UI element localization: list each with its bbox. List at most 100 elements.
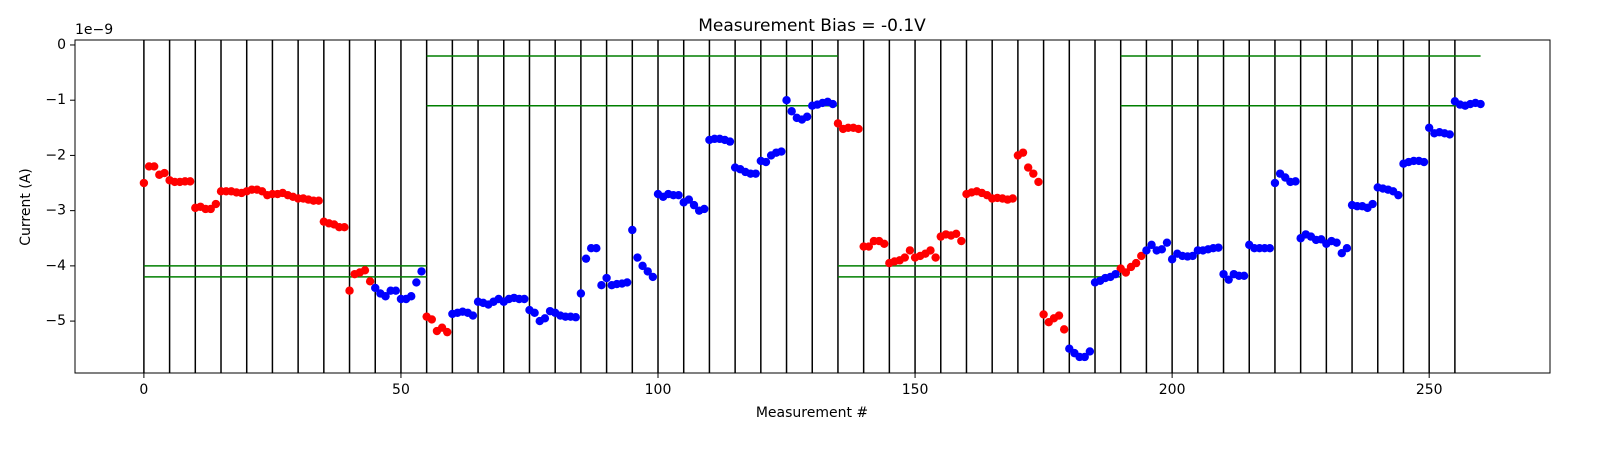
data-point xyxy=(417,267,426,276)
data-point xyxy=(1419,157,1429,167)
data-point xyxy=(365,277,375,286)
data-point xyxy=(1142,246,1151,255)
data-point xyxy=(900,253,909,262)
data-point xyxy=(345,286,354,295)
data-point xyxy=(211,199,221,209)
data-point xyxy=(1008,194,1017,203)
data-point xyxy=(1034,177,1043,187)
chart-title: Measurement Bias = -0.1V xyxy=(698,16,926,36)
y-axis-label: Current (A) xyxy=(18,168,34,246)
data-point xyxy=(443,327,452,337)
data-point xyxy=(1162,238,1172,247)
data-point xyxy=(725,137,735,146)
data-point xyxy=(391,286,401,295)
data-point xyxy=(1147,240,1156,250)
data-point xyxy=(689,200,699,210)
data-point xyxy=(602,273,611,283)
data-point xyxy=(1054,311,1064,320)
data-point xyxy=(951,229,961,239)
data-point xyxy=(828,99,838,109)
data-point xyxy=(592,243,601,253)
x-tick-label: 50 xyxy=(392,382,410,398)
y-tick-label: −3 xyxy=(45,203,66,219)
data-point xyxy=(1059,325,1069,334)
data-point xyxy=(1219,269,1228,279)
data-point xyxy=(1188,251,1197,261)
data-point xyxy=(880,239,889,248)
data-point xyxy=(633,253,642,262)
data-point xyxy=(1476,99,1485,109)
data-point xyxy=(576,289,586,298)
data-point xyxy=(1137,251,1146,261)
data-point xyxy=(1342,243,1352,253)
data-point xyxy=(638,261,647,271)
x-tick-label: 150 xyxy=(902,382,929,398)
data-point xyxy=(1029,169,1038,178)
data-point xyxy=(185,177,195,186)
data-point xyxy=(530,308,539,318)
data-point xyxy=(1214,243,1223,252)
data-point xyxy=(1445,130,1454,139)
data-point xyxy=(787,107,796,116)
data-point xyxy=(1023,163,1033,172)
data-point xyxy=(360,266,370,275)
x-tick-label: 250 xyxy=(1416,382,1443,398)
data-point xyxy=(1332,238,1341,247)
y-tick-label: −4 xyxy=(45,258,66,274)
y-tick-label: −1 xyxy=(45,92,66,108)
data-point xyxy=(622,278,632,287)
data-point xyxy=(1111,269,1120,279)
data-point xyxy=(833,119,843,128)
data-point xyxy=(1018,148,1028,157)
y-tick-label: −2 xyxy=(45,147,66,163)
data-point xyxy=(412,278,421,287)
data-point xyxy=(777,147,786,156)
data-point xyxy=(931,253,940,262)
data-point xyxy=(427,315,436,324)
data-point xyxy=(1394,190,1403,200)
data-point xyxy=(864,242,873,251)
data-point xyxy=(468,311,478,320)
data-point xyxy=(520,294,529,304)
data-point xyxy=(1085,347,1095,356)
data-point xyxy=(160,168,169,178)
data-point xyxy=(381,292,390,301)
data-point xyxy=(1270,178,1280,188)
data-point xyxy=(782,95,791,105)
x-tick-label: 0 xyxy=(139,382,148,398)
data-point xyxy=(1239,271,1249,281)
data-point xyxy=(540,314,550,323)
x-axis-label: Measurement # xyxy=(756,405,868,421)
y-tick-label: 0 xyxy=(57,37,66,53)
data-point xyxy=(314,196,323,205)
data-point xyxy=(1080,352,1089,362)
data-point xyxy=(957,236,966,246)
data-point xyxy=(139,178,149,188)
data-point xyxy=(1167,255,1177,264)
data-point xyxy=(1121,268,1131,277)
data-point xyxy=(149,162,159,171)
data-point xyxy=(407,292,416,301)
data-point xyxy=(926,246,935,255)
data-point xyxy=(571,313,580,322)
data-point xyxy=(1039,310,1048,319)
data-point xyxy=(628,225,637,235)
y-offset-label: 1e−9 xyxy=(75,22,113,38)
data-point xyxy=(643,267,652,276)
data-point xyxy=(1424,123,1434,133)
data-point xyxy=(751,169,760,178)
x-tick-label: 200 xyxy=(1159,382,1186,398)
data-point xyxy=(1224,275,1233,284)
x-tick-label: 100 xyxy=(645,382,672,398)
data-point xyxy=(1265,243,1275,253)
data-point xyxy=(1131,258,1141,268)
data-point xyxy=(1368,199,1377,209)
data-point xyxy=(802,112,812,121)
data-point xyxy=(648,272,658,282)
data-point xyxy=(597,280,606,290)
data-point xyxy=(684,195,694,204)
data-point xyxy=(1157,245,1167,254)
data-point xyxy=(581,254,591,263)
